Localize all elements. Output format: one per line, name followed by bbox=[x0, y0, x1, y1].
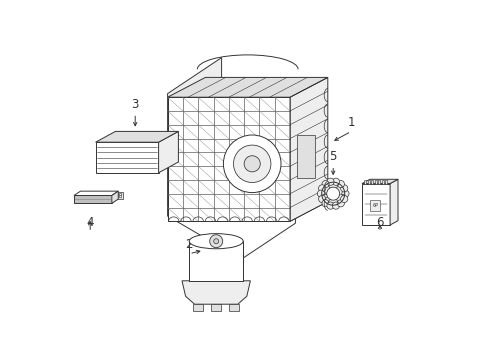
Circle shape bbox=[318, 185, 326, 192]
Circle shape bbox=[318, 190, 324, 197]
Circle shape bbox=[233, 145, 271, 183]
Circle shape bbox=[341, 185, 348, 192]
Circle shape bbox=[210, 235, 222, 248]
Bar bbox=[193, 304, 203, 311]
Circle shape bbox=[337, 180, 344, 188]
Polygon shape bbox=[74, 191, 118, 195]
Bar bbox=[382, 180, 384, 184]
Bar bbox=[368, 180, 369, 184]
Circle shape bbox=[214, 239, 219, 244]
Polygon shape bbox=[96, 142, 159, 173]
Polygon shape bbox=[159, 131, 178, 173]
Polygon shape bbox=[168, 180, 295, 259]
Ellipse shape bbox=[189, 234, 243, 249]
Text: 3: 3 bbox=[131, 98, 139, 111]
Circle shape bbox=[332, 202, 340, 209]
Circle shape bbox=[342, 190, 349, 197]
Circle shape bbox=[244, 156, 260, 172]
Circle shape bbox=[327, 187, 340, 200]
Bar bbox=[297, 135, 315, 178]
Text: 5: 5 bbox=[329, 150, 337, 163]
Circle shape bbox=[327, 178, 334, 185]
Text: 6: 6 bbox=[376, 216, 384, 229]
Bar bbox=[189, 241, 243, 281]
Polygon shape bbox=[362, 184, 390, 225]
Bar bbox=[375, 180, 377, 184]
Circle shape bbox=[322, 200, 329, 207]
Circle shape bbox=[318, 195, 326, 203]
Bar bbox=[385, 180, 387, 184]
Polygon shape bbox=[96, 131, 178, 142]
Bar bbox=[371, 180, 373, 184]
Circle shape bbox=[337, 200, 344, 207]
Polygon shape bbox=[290, 77, 328, 221]
Bar bbox=[119, 195, 121, 197]
Polygon shape bbox=[74, 195, 112, 203]
Polygon shape bbox=[362, 179, 398, 184]
Bar bbox=[119, 193, 121, 195]
Polygon shape bbox=[168, 97, 290, 221]
Circle shape bbox=[332, 178, 340, 185]
Bar bbox=[211, 304, 221, 311]
Text: 1: 1 bbox=[347, 116, 355, 129]
Polygon shape bbox=[168, 58, 221, 216]
Circle shape bbox=[327, 202, 334, 209]
Bar bbox=[229, 304, 239, 311]
Polygon shape bbox=[390, 179, 398, 225]
Circle shape bbox=[322, 180, 329, 188]
Bar bbox=[118, 192, 123, 199]
Polygon shape bbox=[112, 191, 118, 203]
Text: 6P: 6P bbox=[372, 203, 378, 208]
Circle shape bbox=[321, 182, 345, 205]
Polygon shape bbox=[168, 77, 328, 97]
Bar bbox=[364, 180, 366, 184]
Text: 4: 4 bbox=[86, 216, 94, 229]
Circle shape bbox=[223, 135, 281, 193]
Polygon shape bbox=[182, 281, 250, 304]
Bar bbox=[370, 200, 380, 211]
Bar bbox=[378, 180, 380, 184]
Text: 2: 2 bbox=[185, 238, 193, 251]
Circle shape bbox=[341, 195, 348, 203]
